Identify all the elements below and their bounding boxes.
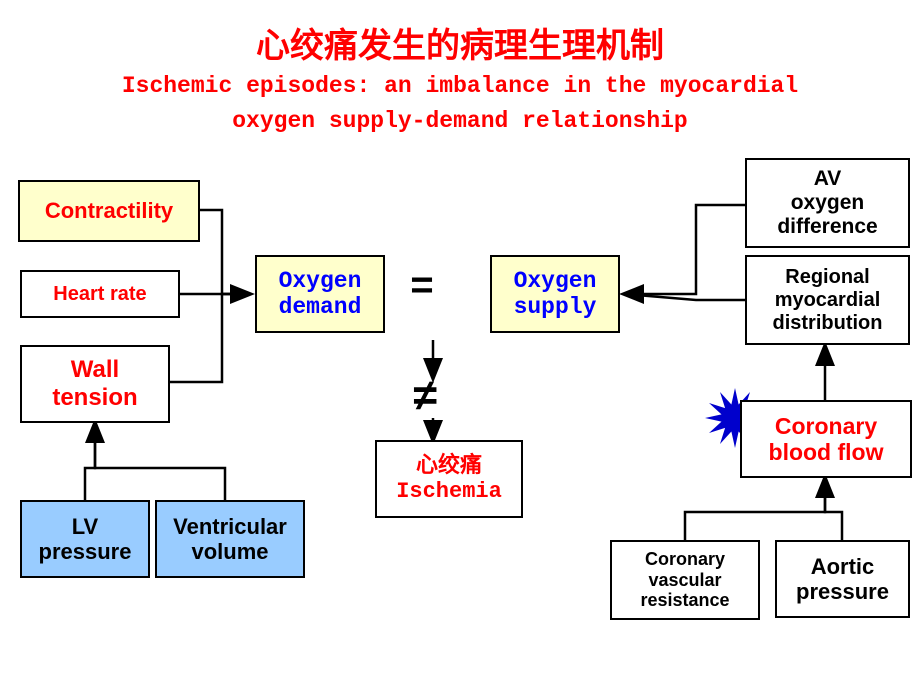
box-coronaryflow: Coronaryblood flow bbox=[740, 400, 912, 478]
connector-2 bbox=[170, 294, 250, 382]
box-lvpressure: LVpressure bbox=[20, 500, 150, 578]
connector-8 bbox=[624, 294, 745, 300]
box-cvr: Coronaryvascularresistance bbox=[610, 540, 760, 620]
box-oxygensupply: Oxygensupply bbox=[490, 255, 620, 333]
box-ventvolume: Ventricularvolume bbox=[155, 500, 305, 578]
box-contractility: Contractility bbox=[18, 180, 200, 242]
title-cn: 心绞痛发生的病理生理机制 bbox=[0, 18, 920, 67]
box-ischemia: 心绞痛Ischemia bbox=[375, 440, 523, 518]
title-en-line2: oxygen supply-demand relationship bbox=[0, 106, 920, 137]
connector-7 bbox=[624, 205, 745, 294]
box-walltension: Walltension bbox=[20, 345, 170, 423]
equals-symbol: = bbox=[410, 266, 428, 311]
box-heartrate: Heart rate bbox=[20, 270, 180, 318]
connector-4 bbox=[95, 423, 225, 500]
box-regional: Regionalmyocardialdistribution bbox=[745, 255, 910, 345]
box-avoxygen: AVoxygendifference bbox=[745, 158, 910, 248]
connector-10 bbox=[685, 478, 825, 540]
box-aortic: Aorticpressure bbox=[775, 540, 910, 618]
title-block: 心绞痛发生的病理生理机制 Ischemic episodes: an imbal… bbox=[0, 0, 920, 137]
connector-3 bbox=[85, 423, 95, 500]
not-equal-symbol: ≠ bbox=[412, 374, 438, 424]
title-en-line1: Ischemic episodes: an imbalance in the m… bbox=[0, 71, 920, 102]
connector-11 bbox=[825, 478, 842, 540]
connector-0 bbox=[200, 210, 250, 294]
box-oxygendemand: Oxygendemand bbox=[255, 255, 385, 333]
